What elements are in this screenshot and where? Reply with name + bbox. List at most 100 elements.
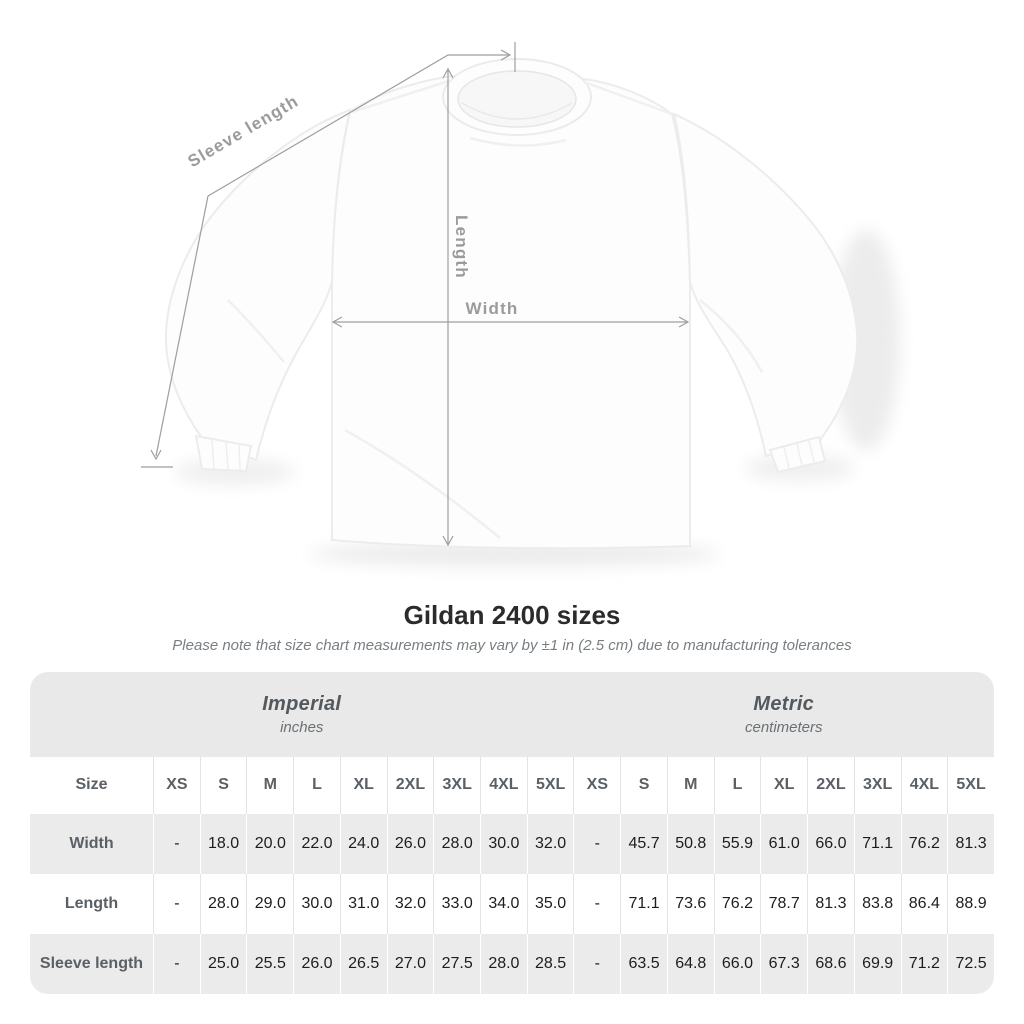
- metric-header: Metric centimeters: [574, 672, 995, 757]
- cell: 55.9: [713, 813, 761, 874]
- unit-band-row: Imperial inches Metric centimeters: [30, 671, 995, 757]
- cell: 78.7: [760, 873, 807, 934]
- size-col-header: S: [199, 756, 247, 814]
- subtitle: Please note that size chart measurements…: [172, 636, 852, 654]
- cell: -: [153, 873, 200, 934]
- cell: 28.5: [526, 933, 574, 994]
- shirt-right-sleeve: [672, 112, 859, 458]
- size-chart-table: Imperial inches Metric centimeters Size …: [30, 671, 995, 994]
- size-col-header: XL: [760, 756, 807, 814]
- cell: -: [153, 813, 200, 874]
- arrow-up-icon: [442, 67, 454, 79]
- shirt-diagram-svg: Sleeve length Length Width: [141, 42, 900, 567]
- right-cuff: [768, 435, 827, 474]
- size-col-header: 4XL: [480, 756, 527, 814]
- cell: 83.8: [853, 873, 901, 934]
- arrow-down-icon: [150, 449, 162, 461]
- cell: 33.0: [433, 873, 480, 934]
- cell: 68.6: [807, 933, 854, 994]
- size-col-header: S: [620, 756, 667, 814]
- cell: 50.8: [666, 813, 714, 874]
- size-col-header: 2XL: [386, 756, 434, 814]
- size-col-header: XL: [339, 756, 387, 814]
- cell: 18.0: [199, 813, 247, 874]
- metric-title: Metric: [753, 692, 815, 715]
- cell: 69.9: [853, 933, 901, 994]
- cell: 73.6: [666, 873, 714, 934]
- cell: 26.0: [293, 933, 340, 994]
- cell: -: [573, 873, 620, 934]
- shirt-illustration: [164, 58, 859, 550]
- cell: 63.5: [620, 933, 667, 994]
- cell: 45.7: [620, 813, 667, 874]
- cell: 30.0: [293, 873, 340, 934]
- cell: 30.0: [480, 813, 527, 874]
- left-cuff: [194, 434, 253, 473]
- width-measure: Width: [331, 299, 690, 328]
- size-row-label: Size: [75, 776, 108, 794]
- fabric-folds: [227, 78, 764, 539]
- cell: 26.5: [339, 933, 387, 994]
- cell: -: [573, 933, 620, 994]
- cell: 20.0: [246, 813, 293, 874]
- cell: 81.3: [807, 873, 854, 934]
- imperial-unit: inches: [280, 718, 324, 736]
- size-col-header: XS: [573, 756, 620, 814]
- table-row-length: Length - 28.0 29.0 30.0 31.0 32.0 33.0 3…: [30, 873, 994, 934]
- width-label: Width: [465, 299, 518, 318]
- size-col-header: L: [293, 756, 340, 814]
- size-col-header: 3XL: [433, 756, 480, 814]
- cell: 64.8: [666, 933, 714, 994]
- size-col-header: XS: [153, 756, 200, 814]
- cell: 88.9: [947, 873, 994, 934]
- metric-unit: centimeters: [744, 718, 823, 736]
- cell: 71.1: [620, 873, 667, 934]
- table-row-sleeve-length: Sleeve length - 25.0 25.5 26.0 26.5 27.0…: [30, 933, 994, 994]
- cell: 67.3: [760, 933, 807, 994]
- size-col-header: 4XL: [900, 756, 948, 814]
- length-measure: Length: [442, 67, 471, 547]
- row-label: Width: [69, 834, 114, 852]
- cell: 61.0: [760, 813, 807, 874]
- cell: 76.2: [900, 813, 948, 874]
- size-header-row: Size XS S M L XL 2XL 3XL 4XL 5XL XS S M …: [30, 756, 994, 814]
- cell: 35.0: [526, 873, 574, 934]
- cell: -: [573, 813, 620, 874]
- size-col-header: 2XL: [807, 756, 854, 814]
- length-label: Length: [452, 215, 471, 279]
- cell: 28.0: [433, 813, 480, 874]
- size-col-header: 5XL: [947, 756, 994, 814]
- cell: 27.5: [433, 933, 480, 994]
- cell: 34.0: [480, 873, 527, 934]
- cell: 81.3: [947, 813, 994, 874]
- arrow-right-icon: [500, 49, 512, 61]
- cell: 25.5: [246, 933, 293, 994]
- cell: 86.4: [900, 873, 948, 934]
- cell: 26.0: [386, 813, 434, 874]
- cell: 66.0: [713, 933, 761, 994]
- arrow-left-icon: [331, 316, 343, 328]
- size-col-header: 3XL: [853, 756, 901, 814]
- imperial-header: Imperial inches: [30, 672, 574, 757]
- cell: 22.0: [293, 813, 340, 874]
- cell: 24.0: [339, 813, 387, 874]
- size-col-header: M: [666, 756, 714, 814]
- size-col-header: M: [246, 756, 293, 814]
- cell: 71.1: [853, 813, 901, 874]
- size-col-header: L: [713, 756, 761, 814]
- page-title: Gildan 2400 sizes: [403, 600, 621, 630]
- cell: 66.0: [807, 813, 854, 874]
- arrow-down-icon: [442, 535, 454, 547]
- size-col-header: 5XL: [526, 756, 574, 814]
- shirt-measurement-diagram: Sleeve length Length Width: [141, 42, 900, 567]
- cell: 32.0: [386, 873, 434, 934]
- row-label: Length: [64, 894, 119, 912]
- cell: 27.0: [386, 933, 434, 994]
- imperial-title: Imperial: [262, 692, 342, 715]
- cell: 71.2: [900, 933, 948, 994]
- arrow-right-icon: [678, 316, 690, 328]
- cell: 28.0: [480, 933, 527, 994]
- cell: 29.0: [246, 873, 293, 934]
- cell: 31.0: [339, 873, 387, 934]
- cell: 28.0: [199, 873, 247, 934]
